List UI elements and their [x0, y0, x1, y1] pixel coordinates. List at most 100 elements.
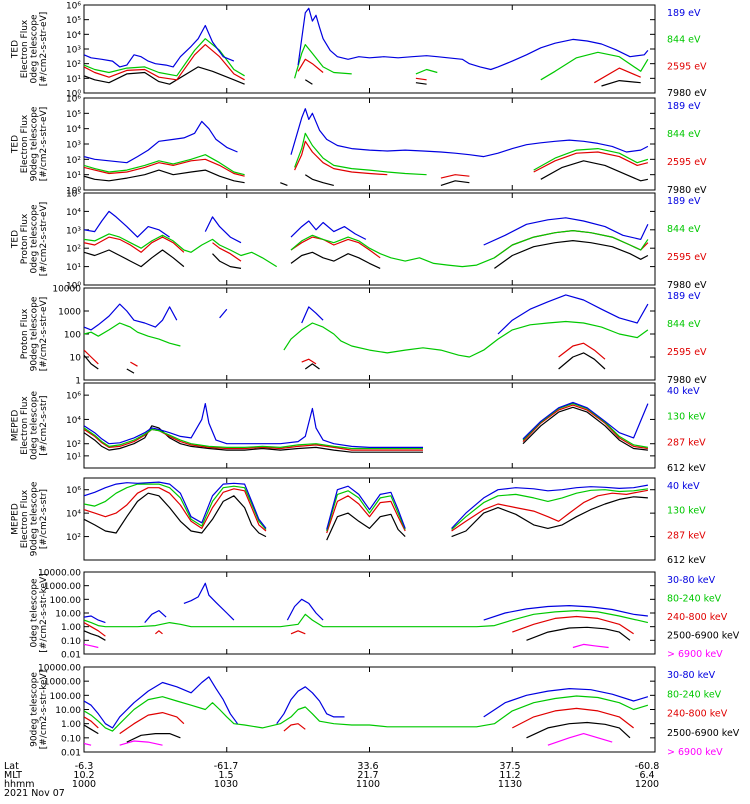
series-line — [84, 401, 649, 448]
series-line — [84, 487, 649, 534]
series-line — [84, 160, 649, 186]
series-line — [84, 294, 649, 335]
y-tick-label: 10⁶ — [66, 392, 81, 402]
legend-entry: 189 eV — [667, 101, 701, 112]
y-tick-label: 10² — [66, 60, 81, 70]
y-tick-label: 10⁴ — [66, 208, 81, 218]
date-label: 2021 Nov 07 — [4, 788, 65, 799]
series-group — [84, 401, 649, 453]
y-axis-label: TED — [11, 230, 21, 249]
tick-hhmm-4: 1200 — [634, 779, 660, 790]
panel-frame — [83, 97, 656, 191]
series-line — [84, 7, 649, 71]
y-tick-label: 10000 — [52, 285, 81, 295]
legend-entry: 287 keV — [667, 437, 706, 448]
series-line — [84, 721, 631, 743]
legend-entry: 30-80 keV — [667, 670, 716, 681]
tick-hhmm-1: 1030 — [213, 779, 239, 790]
y-axis-label: [#/cm2-s-str-eV] — [39, 107, 49, 182]
tick-hhmm-3: 1130 — [497, 779, 523, 790]
y-axis-label: Proton Flux — [20, 213, 30, 264]
panel-ted-e-0: 10⁰ 10¹ 10² 10³ 10⁴ 10⁵ 10⁶ TED Electron Flux 0de… — [11, 2, 708, 100]
series-line — [84, 733, 613, 746]
y-tick-label: 10⁰ — [66, 187, 81, 197]
axis-label-lat: Lat — [4, 761, 19, 772]
legend-entry: > 6900 keV — [667, 747, 723, 758]
y-tick-label: 10² — [66, 533, 81, 543]
y-tick-label: 10⁵ — [66, 16, 81, 26]
series-group — [84, 582, 649, 649]
y-axis-label: 90deg telescope — [30, 481, 40, 556]
series-line — [84, 320, 649, 358]
series-group — [84, 676, 649, 746]
y-tick-label: 1 — [75, 377, 81, 387]
y-axis-label: 0deg telescope — [30, 14, 40, 84]
series-line — [84, 352, 606, 374]
tick-hhmm-2: 1100 — [355, 779, 381, 790]
y-tick-label: 10⁰ — [66, 90, 81, 100]
y-axis-label: 90deg telescope — [30, 672, 40, 747]
series-line — [84, 483, 648, 532]
y-tick-label: 10⁴ — [66, 125, 81, 135]
tick-lat-4: -60.8 — [634, 761, 660, 772]
y-axis-label: 0deg telescope — [30, 578, 40, 648]
y-tick-label: 10³ — [66, 141, 81, 151]
series-line — [84, 210, 649, 246]
series-line — [84, 230, 649, 268]
series-line — [84, 108, 649, 164]
y-axis-label: TED — [11, 40, 21, 59]
legend-entry: 189 eV — [667, 196, 701, 207]
panel-frame — [83, 382, 656, 469]
panel-ted-e-90: 10⁰ 10¹ 10² 10³ 10⁴ 10⁵ 10⁶ TED Electron Flux 90d… — [11, 95, 708, 197]
tick-mlt-4: 6.4 — [639, 770, 655, 781]
tick-mlt-1: 1.5 — [218, 770, 234, 781]
y-axis-label: Electron Flux — [20, 396, 30, 455]
series-line — [84, 240, 649, 269]
legend-entry: 80-240 keV — [667, 689, 722, 700]
legend-entry: 612 keV — [667, 463, 706, 474]
tick-lat-1: -61.7 — [213, 761, 239, 772]
series-group — [84, 210, 649, 269]
y-tick-label: 1000.00 — [44, 582, 81, 592]
panel-frame — [83, 287, 656, 381]
y-axis-label: 0deg telescope — [30, 391, 40, 461]
y-tick-label: 1000.00 — [44, 678, 81, 688]
series-line — [84, 492, 648, 541]
series-line — [84, 610, 649, 628]
legend-entry: 130 keV — [667, 506, 706, 517]
y-tick-label: 10⁰ — [66, 282, 81, 292]
y-tick-label: 10⁶ — [66, 2, 81, 12]
panel-meped-e-0: 10¹ 10² 10⁴ 10⁶ MEPED Electron Flux 0deg teles… — [11, 382, 706, 474]
y-tick-label: 10¹ — [66, 263, 81, 273]
series-line — [84, 676, 649, 729]
y-tick-label: 10³ — [66, 226, 81, 236]
series-line — [84, 643, 609, 649]
series-line — [84, 626, 631, 641]
legend-entry: 240-800 keV — [667, 612, 728, 623]
y-axis-label: [#/cm2-s-str] — [39, 395, 49, 455]
panel-frame — [83, 571, 656, 655]
y-tick-label: 0.10 — [61, 637, 81, 647]
y-axis-label: [#/cm2-s-str-eV] — [39, 202, 49, 277]
legend-entry: 2595 eV — [667, 347, 707, 358]
legend-entry: 844 eV — [667, 319, 701, 330]
series-line — [84, 132, 649, 176]
y-tick-label: 10⁶ — [66, 95, 81, 105]
legend-entry: 2500-6900 keV — [667, 631, 740, 642]
y-axis-label: MEPED — [11, 503, 21, 535]
y-tick-label: 10² — [66, 440, 81, 450]
legend-entry: 2595 eV — [667, 61, 707, 72]
y-axis-label: Proton Flux — [20, 308, 30, 359]
legend-entry: 130 keV — [667, 412, 706, 423]
panel-meped-p-90: 0.01 0.10 1.00 10.00 100.00 1000.00 10000.0090… — [30, 664, 740, 759]
series-group — [84, 7, 649, 87]
series-group — [84, 481, 649, 541]
tick-lat-2: 33.6 — [357, 761, 379, 772]
series-line — [84, 44, 641, 84]
y-axis-label: Electron Flux — [20, 19, 30, 78]
series-line — [84, 66, 641, 87]
y-axis-label: MEPED — [11, 410, 21, 442]
series-line — [84, 404, 648, 451]
series-group — [84, 294, 649, 374]
legend-entry: 189 eV — [667, 291, 701, 302]
